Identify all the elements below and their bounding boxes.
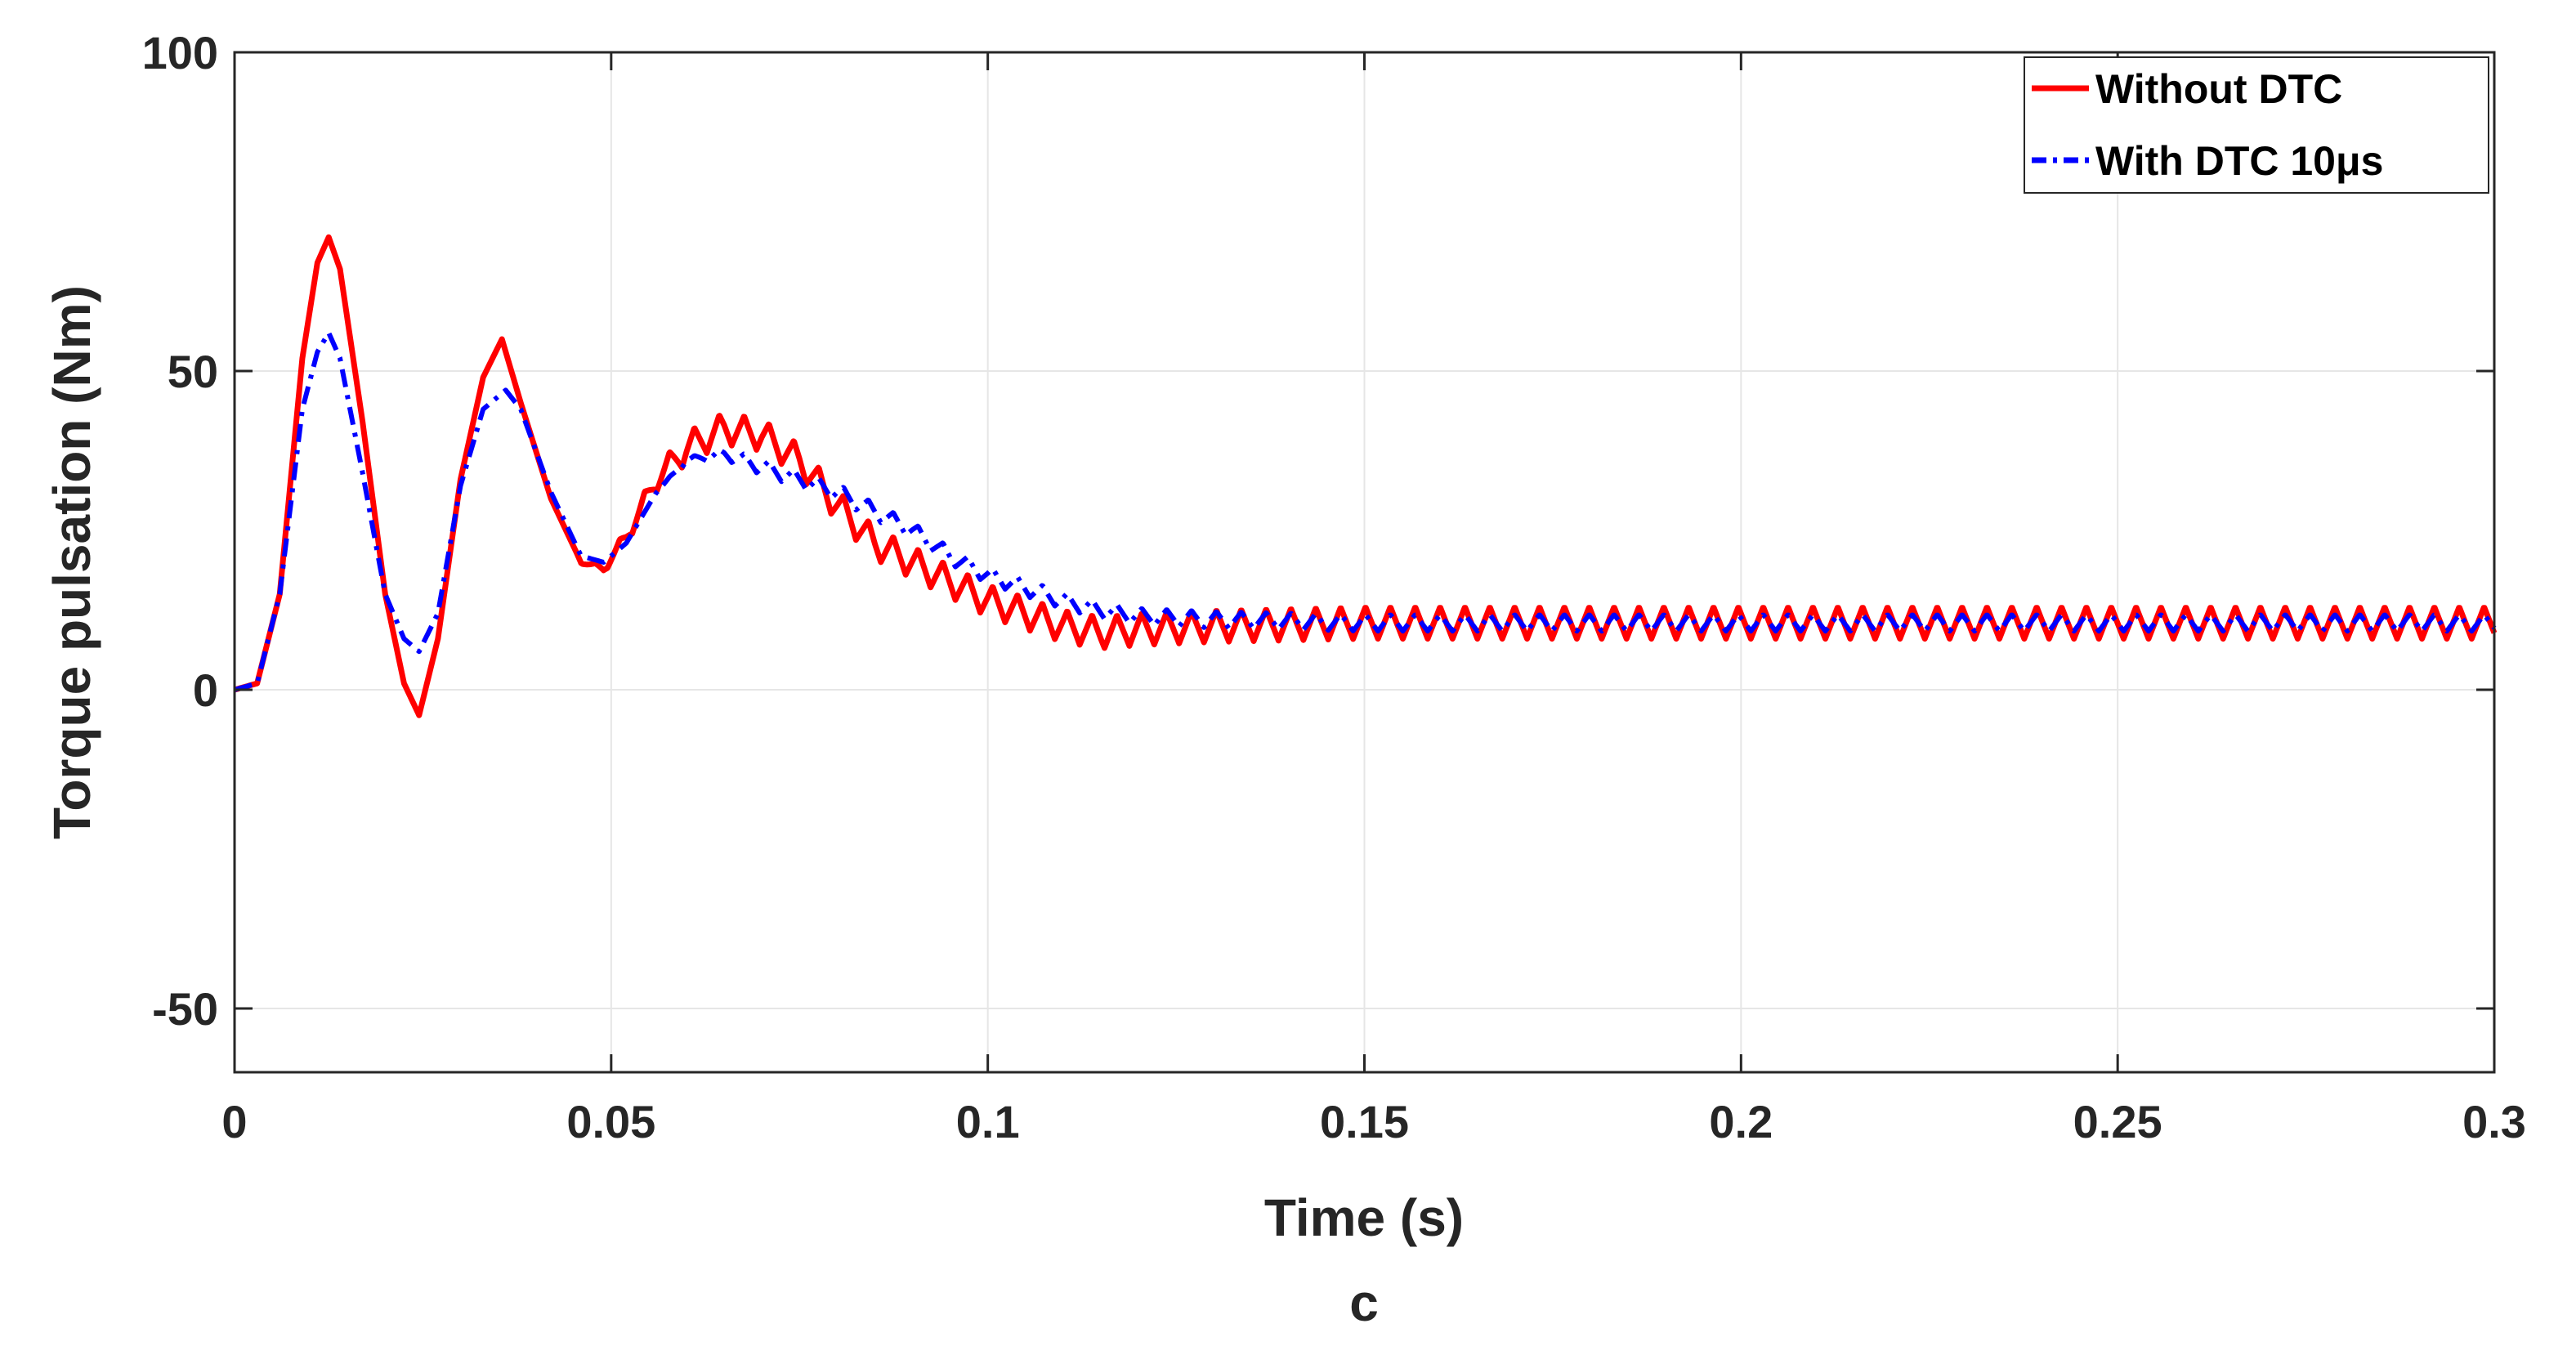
x-tick-label: 0.25: [2073, 1096, 2162, 1147]
y-axis-label: Torque pulsation (Nm): [42, 285, 101, 839]
figure-caption: c: [1349, 1273, 1379, 1332]
legend: Without DTC With DTC 10μs: [2024, 56, 2489, 194]
x-tick-label: 0.3: [2462, 1096, 2526, 1147]
series-layer: [232, 234, 2498, 718]
x-tick-label: 0: [221, 1096, 247, 1147]
y-tick-label: -50: [152, 983, 218, 1035]
x-tick-label: 0.05: [566, 1096, 655, 1147]
x-tick-label: 0.15: [1320, 1096, 1409, 1147]
legend-box: [2024, 56, 2489, 194]
legend-label-without-dtc: Without DTC: [2095, 66, 2342, 112]
y-tick-label: 100: [142, 27, 218, 78]
y-tick-label: 50: [168, 346, 218, 397]
y-tick-label: 0: [193, 664, 218, 716]
series-line-without-dtc: [232, 234, 2498, 718]
legend-label-with-dtc: With DTC 10μs: [2095, 138, 2383, 184]
series-line-with-dtc: [232, 330, 2497, 692]
tick-marks: [233, 51, 2496, 1072]
x-tick-label: 0.2: [1709, 1096, 1773, 1147]
x-tick-label: 0.1: [956, 1096, 1020, 1147]
tick-labels: 0 0.05 0.1 0.15 0.2 0.25 0.3 -50 0 50 100: [142, 27, 2526, 1147]
x-axis-label: Time (s): [1264, 1188, 1464, 1247]
